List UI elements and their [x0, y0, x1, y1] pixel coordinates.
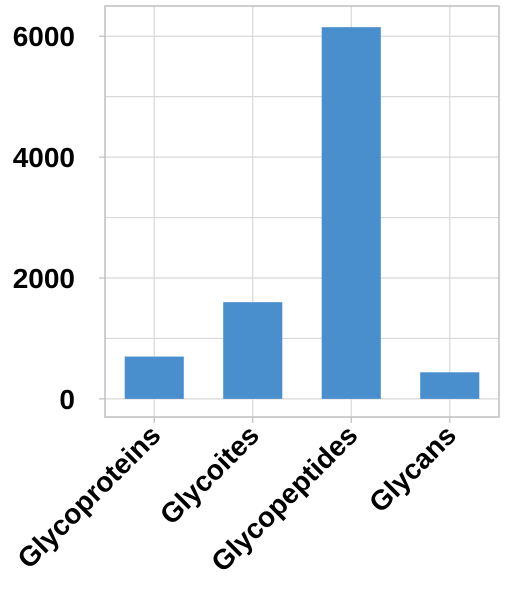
y-tick-label: 0 [59, 384, 75, 415]
bar-glycoites [223, 302, 283, 399]
y-tick-label: 2000 [13, 263, 75, 294]
bars [124, 27, 480, 399]
bar-glycans [420, 372, 480, 399]
y-axis-tick-labels: 0 2000 4000 6000 [13, 21, 105, 415]
y-tick-label: 4000 [13, 142, 75, 173]
x-tick-label-glycans: Glycans [363, 419, 462, 518]
bar-glycoproteins [124, 356, 184, 399]
plot-area-frame [104, 5, 500, 418]
y-tick-label: 6000 [13, 21, 75, 52]
bar-glycopeptides [321, 27, 381, 399]
grid-lines [105, 6, 499, 417]
x-tick-label-glycoproteins: Glycoproteins [11, 419, 166, 574]
